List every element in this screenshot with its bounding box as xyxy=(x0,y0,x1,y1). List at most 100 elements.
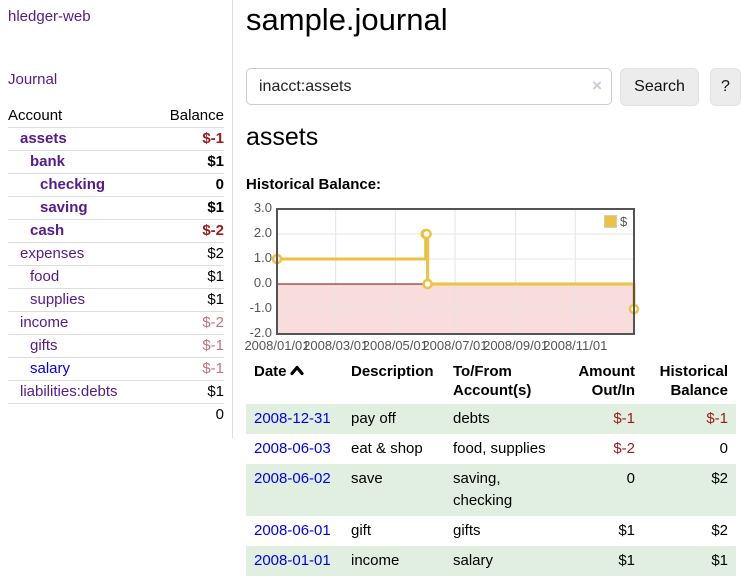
account-link-saving[interactable]: saving xyxy=(40,199,88,216)
account-balance: $1 xyxy=(207,199,224,216)
accounts-table: Account Balance assets $-1 bank $1 checking 0… xyxy=(8,105,224,426)
x-axis-tick-label: 2008/11/01 xyxy=(543,338,608,353)
account-row: salary $-1 xyxy=(8,357,224,381)
account-row: checking 0 xyxy=(8,173,224,197)
chart-title: Historical Balance: xyxy=(246,176,382,193)
x-axis-tick-label: 2008/07/01 xyxy=(422,338,488,353)
account-balance: $1 xyxy=(207,268,224,285)
account-row: bank $1 xyxy=(8,150,224,174)
account-row: gifts $-1 xyxy=(8,334,224,358)
y-axis-tick-label: -1.0 xyxy=(249,300,272,315)
column-header-historical-balance: Historical Balance xyxy=(643,358,736,404)
account-balance: 0 xyxy=(215,176,224,193)
account-link-gifts[interactable]: gifts xyxy=(30,337,58,354)
column-header-date[interactable]: Date xyxy=(246,358,343,404)
x-axis-tick-label: 2008/05/01 xyxy=(362,338,428,353)
column-header-description: Description xyxy=(343,358,445,404)
register-row: 2008-12-31 pay off debts $-1 $-1 xyxy=(246,404,736,434)
accounts-header-balance: Balance xyxy=(152,105,224,128)
register-balance: 0 xyxy=(719,440,728,457)
register-header-row: Date Description To/From Account(s) Amount … xyxy=(246,358,736,404)
register-date-link[interactable]: 2008-06-01 xyxy=(254,522,331,539)
register-row: 2008-06-03 eat & shop food, supplies $-2 0 xyxy=(246,434,736,464)
register-row: 2008-01-01 income salary $1 $1 xyxy=(246,546,736,576)
account-balance: $-2 xyxy=(202,314,224,331)
register-balance: $2 xyxy=(711,522,728,539)
help-button[interactable]: ? xyxy=(710,68,741,106)
sort-asc-icon xyxy=(289,362,304,381)
column-header-label: To/From Account(s) xyxy=(453,363,532,399)
register-amount: $-1 xyxy=(613,410,635,427)
register-description: gift xyxy=(351,522,372,539)
register-date-link[interactable]: 2008-01-01 xyxy=(254,552,331,569)
account-balance: $-1 xyxy=(202,337,224,354)
x-axis-tick-label: 2008/09/01 xyxy=(483,338,549,353)
register-balance: $-1 xyxy=(706,410,728,427)
account-balance: $-1 xyxy=(202,360,224,377)
register-date-link[interactable]: 2008-12-31 xyxy=(254,410,331,427)
account-balance: $2 xyxy=(207,245,224,262)
account-link-income[interactable]: income xyxy=(20,314,69,331)
x-axis-tick-label: 2008/01/01 xyxy=(244,338,310,353)
account-link-checking[interactable]: checking xyxy=(40,176,106,193)
register-amount: $1 xyxy=(618,522,635,539)
y-axis-tick-label: 2.0 xyxy=(253,225,272,240)
search-input[interactable] xyxy=(246,68,612,105)
accounts-total-value: 0 xyxy=(152,403,224,426)
register-amount: $-2 xyxy=(613,440,635,457)
register-description: income xyxy=(351,552,400,569)
sidebar: hledger-web Journal Account Balance asse… xyxy=(0,0,233,438)
accounts-total-row: 0 xyxy=(8,403,224,426)
account-row: assets $-1 xyxy=(8,127,224,151)
y-axis-tick-label: -2.0 xyxy=(249,325,272,340)
main-content: sample.journal × Search ? assets Histori… xyxy=(244,0,741,582)
register-table: Date Description To/From Account(s) Amount … xyxy=(246,358,736,576)
chart-legend: $ xyxy=(604,214,627,229)
page-title: sample.journal xyxy=(246,2,448,37)
y-axis-tick-label: 0.0 xyxy=(253,275,272,290)
column-header-to-from-account-s-: To/From Account(s) xyxy=(445,358,559,404)
account-row: income $-2 xyxy=(8,311,224,335)
column-header-label: Historical Balance xyxy=(659,363,728,399)
nav-journal-link[interactable]: Journal xyxy=(8,71,58,88)
balance-chart: 3.0 2.0 1.0 0.0 -1.0 -2.0 2008/01/01 2008/03/01… xyxy=(244,200,645,357)
account-link-assets[interactable]: assets xyxy=(20,130,67,147)
account-balance: $1 xyxy=(207,153,224,170)
y-axis-tick-label: 3.0 xyxy=(253,200,272,215)
account-title: assets xyxy=(246,123,319,151)
register-amount: $1 xyxy=(618,552,635,569)
account-balance: $-2 xyxy=(202,222,224,239)
register-date-link[interactable]: 2008-06-03 xyxy=(254,440,331,457)
accounts-header-row: Account Balance xyxy=(8,105,224,128)
account-link-food[interactable]: food xyxy=(30,268,60,285)
register-date-link[interactable]: 2008-06-02 xyxy=(254,470,331,487)
clear-search-icon[interactable]: × xyxy=(592,76,602,95)
register-amount: 0 xyxy=(626,470,635,487)
register-accounts: food, supplies xyxy=(453,440,546,457)
account-row: food $1 xyxy=(8,265,224,289)
account-link-cash[interactable]: cash xyxy=(30,222,65,239)
register-balance: $1 xyxy=(711,552,728,569)
app-brand-link[interactable]: hledger-web xyxy=(8,8,91,25)
app-brand: hledger-web xyxy=(8,8,224,26)
register-accounts: saving, checking xyxy=(453,470,513,509)
account-link-liabilities-debts[interactable]: liabilities:debts xyxy=(20,383,118,400)
accounts-header-account: Account xyxy=(8,105,153,128)
register-description: eat & shop xyxy=(351,440,423,457)
account-link-salary[interactable]: salary xyxy=(30,360,71,377)
account-link-bank[interactable]: bank xyxy=(30,153,66,170)
search-form: × Search ? xyxy=(246,68,741,106)
account-row: liabilities:debts $1 xyxy=(8,380,224,404)
column-header-label: Amount Out/In xyxy=(578,363,635,399)
x-axis-tick-label: 2008/03/01 xyxy=(303,338,369,353)
account-link-supplies[interactable]: supplies xyxy=(30,291,86,308)
register-accounts: salary xyxy=(453,552,494,569)
account-balance: $-1 xyxy=(202,130,224,147)
chart-canvas xyxy=(271,208,640,335)
legend-label: $ xyxy=(620,214,628,229)
account-row: supplies $1 xyxy=(8,288,224,312)
account-link-expenses[interactable]: expenses xyxy=(20,245,85,262)
account-balance: $1 xyxy=(207,383,224,400)
account-row: expenses $2 xyxy=(8,242,224,266)
search-button[interactable]: Search xyxy=(620,68,699,106)
